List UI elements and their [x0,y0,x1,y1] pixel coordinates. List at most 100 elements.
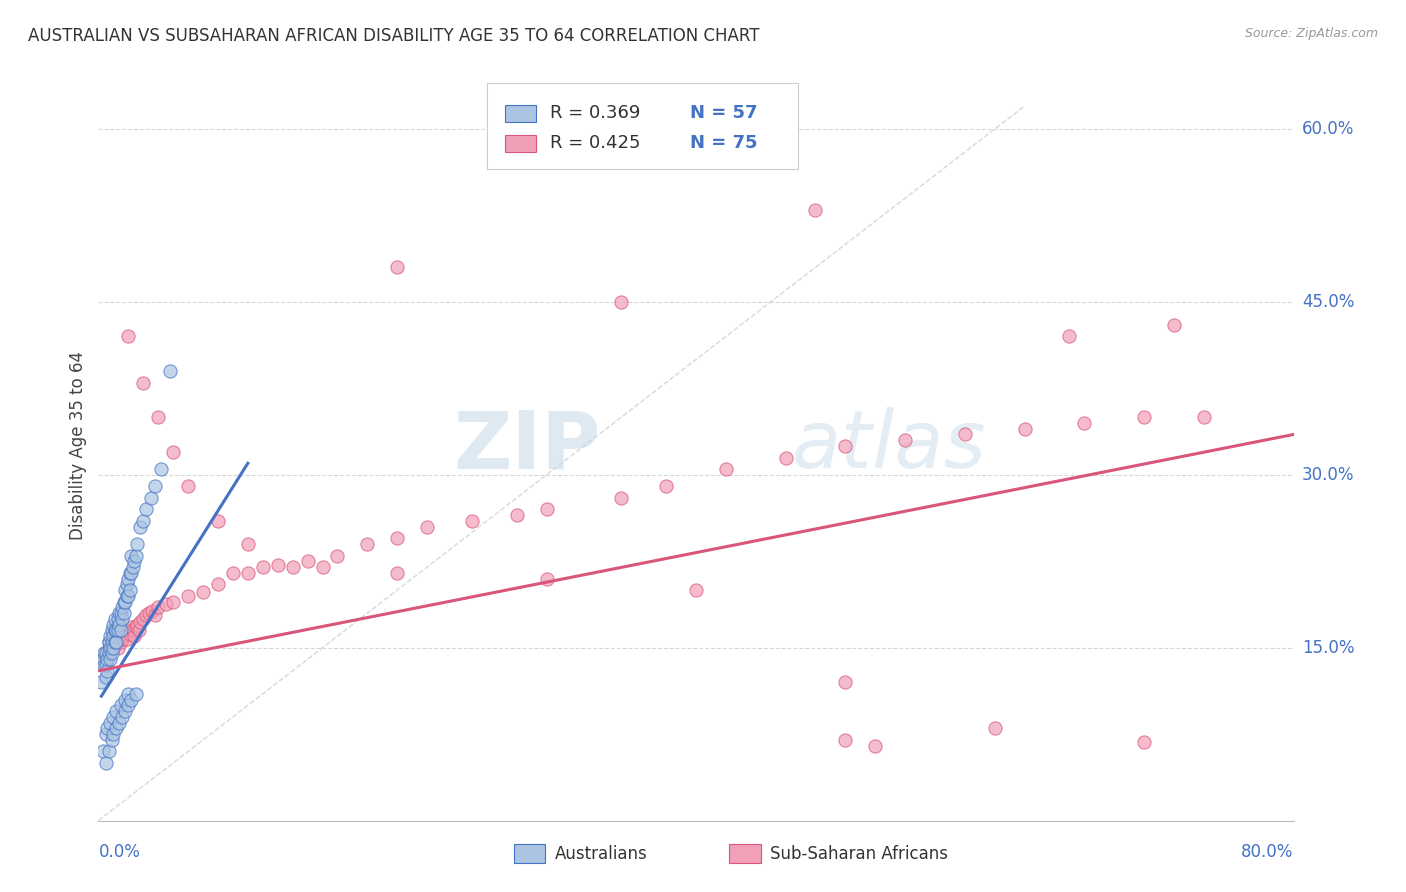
Point [111,632,134,646]
Point [834,675,856,690]
Point [118,566,141,580]
Point [132,376,155,390]
Point [108,617,131,632]
Point [105,722,128,736]
Point [96,722,118,736]
Point [135,608,157,623]
Point [162,444,184,458]
Text: 80.0%: 80.0% [1241,843,1294,861]
Point [97,647,120,661]
Point [97,744,120,758]
Point [135,502,157,516]
Point [103,727,125,741]
Point [132,514,155,528]
Point [124,629,146,643]
Point [115,632,138,646]
Text: 45.0%: 45.0% [1302,293,1354,311]
Point [97,640,120,655]
Point [385,566,409,580]
Point [162,594,184,608]
Point [117,698,139,713]
Point [110,606,132,620]
Point [685,583,707,598]
Point [150,462,173,476]
Point [94,658,117,673]
Point [98,652,122,666]
Point [98,715,122,730]
Text: Source: ZipAtlas.com: Source: ZipAtlas.com [1244,27,1378,40]
Point [121,624,143,638]
Point [104,612,127,626]
Point [127,537,149,551]
Y-axis label: Disability Age 35 to 64: Disability Age 35 to 64 [69,351,87,541]
Point [114,583,136,598]
FancyBboxPatch shape [486,83,797,169]
Point [177,589,200,603]
Point [110,635,132,649]
Point [94,756,117,770]
Point [148,410,170,425]
Text: 15.0%: 15.0% [1302,639,1354,657]
Point [91,652,114,666]
Point [115,589,138,603]
Point [655,479,678,493]
Point [91,744,114,758]
Point [236,566,259,580]
Point [125,620,148,634]
Point [114,692,136,706]
Point [610,294,633,309]
Point [536,572,558,586]
Point [834,439,856,453]
Point [117,329,139,343]
Point [385,260,409,275]
Point [94,727,117,741]
Text: ZIP: ZIP [453,407,600,485]
Point [98,640,122,655]
Point [236,537,259,551]
Point [96,664,118,678]
Point [115,577,138,591]
Point [834,733,856,747]
Point [1059,329,1081,343]
Point [953,427,976,442]
Point [775,450,797,465]
Point [107,640,129,655]
Point [101,624,124,638]
Point [143,479,166,493]
Point [117,572,139,586]
Point [98,647,122,661]
Point [207,577,229,591]
Point [107,612,129,626]
Point [1192,410,1215,425]
Point [207,514,229,528]
Point [1163,318,1185,332]
Point [94,647,117,661]
FancyBboxPatch shape [730,844,761,863]
Point [894,434,917,448]
Point [125,687,148,701]
Point [177,479,200,493]
Point [281,560,304,574]
Point [101,647,124,661]
Point [104,635,127,649]
Point [90,675,112,690]
Point [191,585,214,599]
Point [148,600,170,615]
Point [117,589,139,603]
Point [97,635,120,649]
Point [98,629,122,643]
Point [93,658,115,673]
Text: R = 0.369: R = 0.369 [550,103,641,121]
Text: 0.0%: 0.0% [98,843,141,861]
Point [103,617,125,632]
Point [159,364,181,378]
Point [311,560,333,574]
Point [120,620,142,634]
Point [114,704,136,718]
Point [94,647,117,661]
Point [110,624,132,638]
Point [91,652,114,666]
Point [125,549,148,563]
Point [129,615,152,630]
Point [1133,735,1156,749]
